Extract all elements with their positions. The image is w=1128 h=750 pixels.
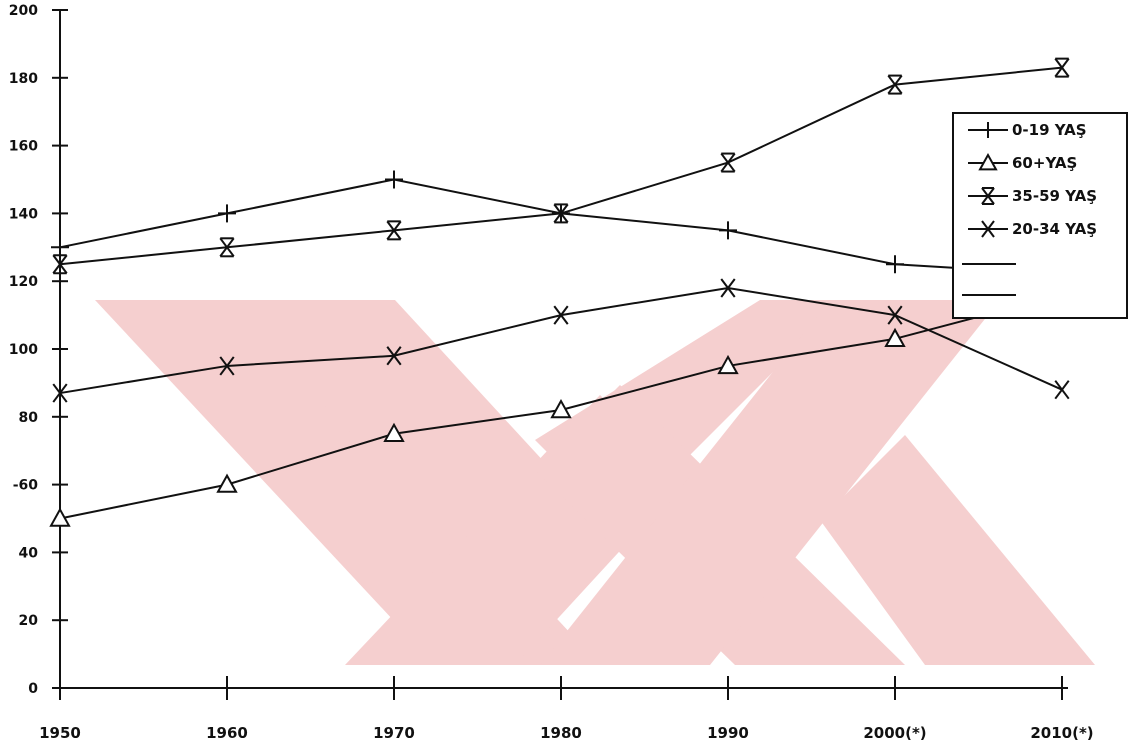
data-point-x: [52, 383, 68, 403]
x-tick-label: 1960: [206, 724, 248, 742]
watermark-stroke: [820, 435, 1095, 665]
data-point-hourglass: [386, 220, 402, 241]
data-point-hourglass: [720, 152, 736, 173]
legend-entry: 20-34 YAŞ: [968, 220, 1097, 238]
data-point-triangle: [550, 398, 572, 419]
data-point-hourglass: [52, 254, 68, 275]
data-point-hourglass: [1054, 57, 1070, 78]
x-tick-label: 1970: [373, 724, 415, 742]
x-tick-label: 2010(*): [1030, 724, 1093, 742]
legend-entry: 0-19 YAŞ: [968, 121, 1087, 139]
x-tick-label: 1950: [39, 724, 81, 742]
legend-entry: 60+YAŞ: [968, 152, 1077, 172]
y-tick-label: 140: [9, 206, 38, 222]
data-point-plus: [51, 238, 69, 257]
data-point-triangle: [49, 507, 71, 527]
y-tick-label: 120: [9, 274, 38, 290]
legend-label: 20-34 YAŞ: [1012, 220, 1097, 238]
y-tick-label: -60: [13, 478, 39, 494]
data-point-triangle: [216, 473, 238, 493]
y-tick-label: 20: [19, 613, 39, 629]
legend-box: [952, 112, 1128, 319]
y-tick-label: 80: [19, 410, 39, 426]
data-point-plus: [886, 255, 904, 274]
data-point-x: [386, 346, 402, 366]
data-point-hourglass: [887, 74, 903, 95]
x-axis-ticks: 1950 1960 1970 1980 1990 2000(*) 2010(*): [39, 676, 1094, 742]
y-tick-label: 200: [9, 3, 38, 19]
x-tick-label: 1980: [540, 724, 582, 742]
series-line-plus: [59, 178, 1063, 276]
data-point-x: [1054, 380, 1070, 400]
data-point-plus: [719, 221, 737, 240]
legend-entry: 35-59 YAŞ: [968, 187, 1097, 205]
y-tick-label: 160: [9, 139, 38, 155]
data-point-triangle: [884, 327, 906, 348]
data-point-plus: [218, 204, 236, 223]
data-point-hourglass: [553, 203, 569, 224]
legend-label: 35-59 YAŞ: [1012, 187, 1097, 205]
data-point-x: [887, 305, 903, 325]
x-tick-label: 1990: [707, 724, 749, 742]
legend-label: 60+YAŞ: [1012, 154, 1077, 172]
data-point-triangle: [717, 354, 739, 375]
legend: 0-19 YAŞ 60+YAŞ 35-59 YAŞ 20-34 YAŞ: [952, 112, 1128, 319]
watermark-stroke: [540, 300, 1000, 665]
data-point-triangle: [383, 422, 405, 442]
y-tick-label: 0: [28, 681, 38, 697]
legend-label: 0-19 YAŞ: [1012, 121, 1087, 139]
series-line-hourglass: [59, 66, 1063, 266]
y-tick-label: 100: [9, 342, 38, 358]
data-point-x: [553, 305, 569, 325]
data-point-x: [219, 356, 235, 376]
x-tick-label: 2000(*): [863, 724, 926, 742]
data-point-plus: [385, 170, 403, 189]
data-point-x: [720, 278, 736, 298]
y-axis-ticks: 0 20 40 -60 80 100 120 140 160 180 200: [9, 3, 68, 697]
yok-logo-watermark: [95, 300, 1095, 665]
data-point-hourglass: [219, 237, 235, 258]
y-tick-label: 180: [9, 71, 38, 87]
y-tick-label: 40: [19, 545, 39, 561]
